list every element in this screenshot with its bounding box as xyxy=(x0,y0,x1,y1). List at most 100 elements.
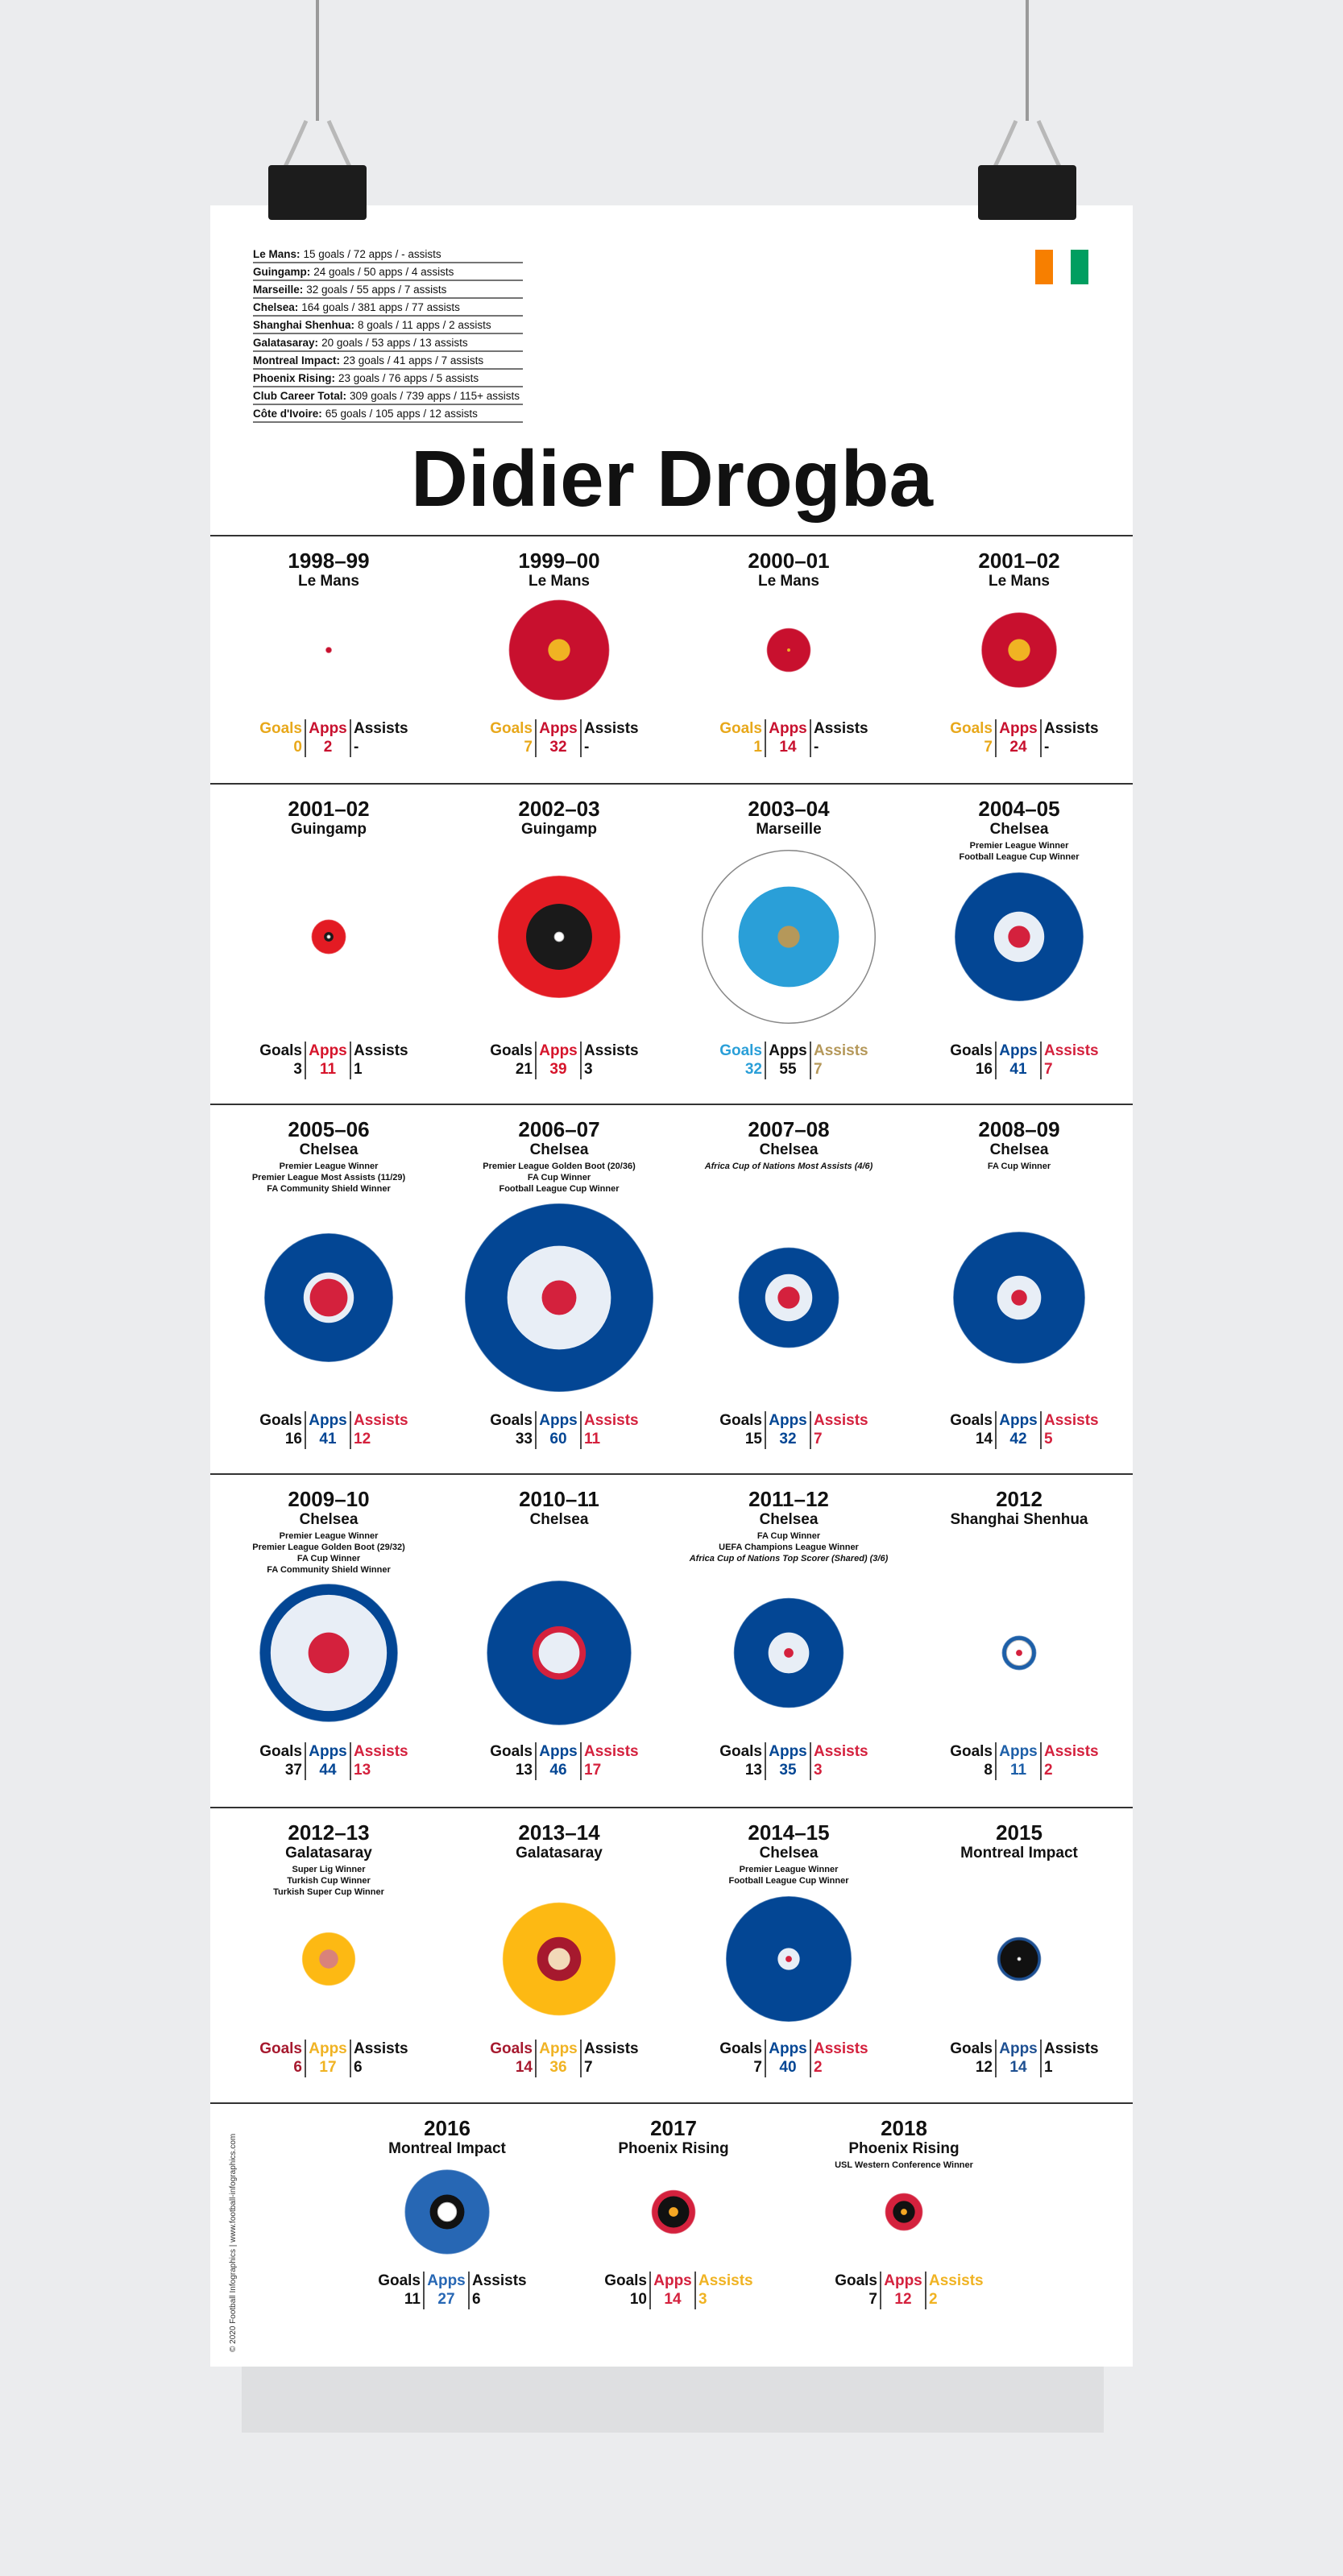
honour: Premier League Winner xyxy=(280,1531,379,1541)
stat-value: 2 xyxy=(814,2059,823,2076)
stat-circle xyxy=(787,648,790,652)
stat-value: 32 xyxy=(549,739,566,756)
club: Montreal Impact xyxy=(960,1845,1078,1862)
stat-value: 11 xyxy=(320,1061,337,1078)
stat-label: Assists xyxy=(584,1042,639,1059)
stat-circle xyxy=(541,1280,577,1315)
stat-label: Goals xyxy=(259,1412,302,1429)
stat-label: Goals xyxy=(604,2272,647,2289)
club: Chelsea xyxy=(760,1845,819,1862)
stat-circle xyxy=(326,934,331,939)
stat-label: Assists xyxy=(698,2272,753,2289)
career-club: Le Mans: xyxy=(253,248,301,260)
season: 2012–13 xyxy=(288,1820,369,1845)
honour: FA Cup Winner xyxy=(297,1554,361,1563)
stat-value: 12 xyxy=(976,2059,993,2076)
stat-value: 7 xyxy=(524,739,533,756)
stat-label: Apps xyxy=(427,2272,466,2289)
stat-label: Apps xyxy=(539,1743,578,1760)
stat-circle xyxy=(777,926,800,948)
stat-label: Assists xyxy=(929,2272,984,2289)
stat-label: Apps xyxy=(769,2040,807,2057)
stat-value: - xyxy=(354,739,359,756)
stat-label: Apps xyxy=(769,1412,807,1429)
stat-label: Assists xyxy=(1044,1042,1099,1059)
stat-value: 44 xyxy=(319,1762,337,1779)
stat-label: Apps xyxy=(539,2040,578,2057)
career-stats: 8 goals / 11 apps / 2 assists xyxy=(358,319,491,331)
flag-stripe xyxy=(1053,250,1071,284)
honour: Turkish Super Cup Winner xyxy=(273,1887,385,1897)
honour: Football League Cup Winner xyxy=(499,1184,620,1194)
stat-label: Goals xyxy=(259,720,302,737)
stat-label: Goals xyxy=(835,2272,877,2289)
season: 1999–00 xyxy=(518,549,599,573)
stat-value: 3 xyxy=(814,1762,823,1779)
honour: Premier League Winner xyxy=(740,1865,839,1874)
career-stats: 32 goals / 55 apps / 7 assists xyxy=(306,284,446,296)
stat-circle xyxy=(785,1956,792,1962)
stat-value: 60 xyxy=(549,1431,566,1447)
career-stats: 15 goals / 72 apps / - assists xyxy=(304,248,441,260)
career-club: Phoenix Rising: xyxy=(253,372,335,384)
stat-label: Goals xyxy=(950,1412,993,1429)
stat-label: Apps xyxy=(999,1042,1038,1059)
season: 2007–08 xyxy=(748,1117,829,1141)
stat-circle xyxy=(1016,1650,1022,1656)
career-club: Club Career Total: xyxy=(253,390,346,402)
club: Chelsea xyxy=(760,1141,819,1158)
stat-circle xyxy=(325,646,333,654)
stat-circle xyxy=(553,931,565,942)
stat-label: Goals xyxy=(490,2040,533,2057)
season: 2011–12 xyxy=(748,1487,829,1511)
honour: Africa Cup of Nations Top Scorer (Shared… xyxy=(689,1554,889,1563)
season: 2005–06 xyxy=(288,1117,369,1141)
career-club: Guingamp: xyxy=(253,266,310,278)
stat-value: 21 xyxy=(516,1061,533,1078)
season: 2009–10 xyxy=(288,1487,369,1511)
binder-clip xyxy=(978,165,1076,220)
honour: Premier League Winner xyxy=(970,841,1069,851)
club: Le Mans xyxy=(528,573,590,590)
stat-label: Goals xyxy=(719,720,762,737)
stat-value: 12 xyxy=(354,1431,371,1447)
stat-value: 7 xyxy=(753,2059,762,2076)
stat-value: 7 xyxy=(584,2059,593,2076)
stat-label: Assists xyxy=(584,1743,639,1760)
flag-stripe xyxy=(1071,250,1088,284)
stat-circle xyxy=(538,1632,580,1674)
season: 1998–99 xyxy=(288,549,369,573)
career-club: Côte d'Ivoire: xyxy=(253,408,322,420)
stat-value: 41 xyxy=(1009,1061,1027,1078)
stat-circle xyxy=(784,1648,794,1658)
club: Chelsea xyxy=(990,1141,1049,1158)
season: 2001–02 xyxy=(288,797,369,821)
club: Chelsea xyxy=(530,1511,589,1528)
stat-value: 6 xyxy=(472,2291,481,2308)
stat-label: Assists xyxy=(354,1743,408,1760)
club: Chelsea xyxy=(990,821,1049,838)
stat-label: Goals xyxy=(950,2040,993,2057)
stat-label: Goals xyxy=(378,2272,421,2289)
stat-label: Goals xyxy=(490,1042,533,1059)
club: Guingamp xyxy=(291,821,367,838)
club: Le Mans xyxy=(989,573,1050,590)
stat-label: Apps xyxy=(309,1743,347,1760)
stat-value: 32 xyxy=(779,1431,796,1447)
career-stats: 20 goals / 53 apps / 13 assists xyxy=(321,337,468,349)
stat-value: 1 xyxy=(354,1061,363,1078)
season: 2000–01 xyxy=(748,549,829,573)
stat-label: Assists xyxy=(1044,2040,1099,2057)
stat-label: Apps xyxy=(539,1042,578,1059)
flag-stripe xyxy=(1035,250,1053,284)
club: Le Mans xyxy=(298,573,359,590)
career-stats: 65 goals / 105 apps / 12 assists xyxy=(325,408,478,420)
honour: Super Lig Winner xyxy=(292,1865,367,1874)
honour: Africa Cup of Nations Most Assists (4/6) xyxy=(704,1162,873,1171)
career-line: Shanghai Shenhua: 8 goals / 11 apps / 2 a… xyxy=(253,319,491,331)
stat-value: 16 xyxy=(285,1431,302,1447)
career-club: Shanghai Shenhua: xyxy=(253,319,354,331)
stat-label: Goals xyxy=(950,720,993,737)
club: Chelsea xyxy=(300,1141,359,1158)
honour: USL Western Conference Winner xyxy=(835,2160,974,2170)
